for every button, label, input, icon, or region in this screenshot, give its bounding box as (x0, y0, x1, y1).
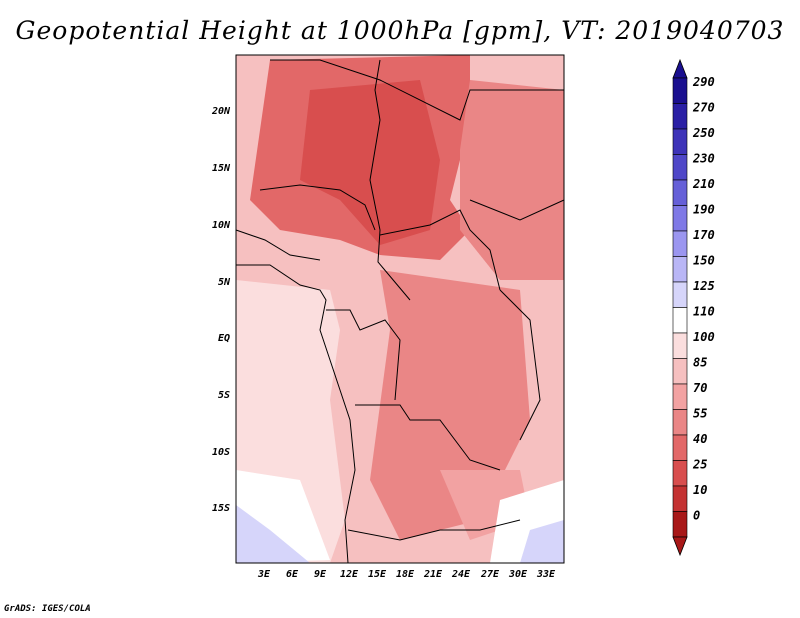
lon-label: 6E (286, 569, 299, 580)
lat-label: EQ (218, 333, 230, 344)
latitude-axis: 20N 15N 10N 5N EQ 5S 10S 15S (211, 106, 231, 514)
colorbar-label: 25 (692, 458, 707, 472)
colorbar-bottom-arrow (672, 536, 688, 557)
chart-title: Geopotential Height at 1000hPa [gpm], VT… (15, 16, 785, 45)
colorbar-swatch (672, 485, 688, 512)
colorbar-swatch (672, 383, 688, 410)
colorbar-swatch (672, 434, 688, 461)
map-frame (235, 54, 565, 564)
lat-label: 15S (212, 503, 230, 514)
colorbar: 2902702502302101901701501251101008570554… (672, 58, 715, 557)
lat-label: 10N (212, 220, 231, 231)
lon-label: 30E (508, 569, 528, 580)
colorbar-swatch (672, 128, 688, 155)
lon-label: 33E (536, 569, 556, 580)
height-field (236, 55, 564, 563)
colorbar-swatch (672, 511, 688, 538)
colorbar-swatch (672, 205, 688, 232)
colorbar-label: 40 (693, 432, 707, 446)
colorbar-swatch (672, 409, 688, 436)
colorbar-label: 70 (693, 381, 707, 395)
colorbar-swatch (672, 332, 688, 359)
lon-label: 9E (314, 569, 327, 580)
colorbar-label: 0 (693, 509, 700, 523)
colorbar-swatch (672, 281, 688, 308)
lon-label: 21E (423, 569, 443, 580)
lat-label: 10S (212, 447, 230, 458)
lon-label: 27E (480, 569, 500, 580)
colorbar-label: 10 (693, 483, 707, 497)
lat-label: 15N (212, 163, 231, 174)
colorbar-label: 270 (692, 101, 715, 115)
lat-label: 5S (218, 390, 230, 401)
colorbar-label: 100 (693, 330, 715, 344)
colorbar-swatch (672, 256, 688, 283)
lat-label: 5N (218, 277, 231, 288)
lat-label: 20N (211, 106, 231, 117)
colorbar-swatch (672, 154, 688, 181)
colorbar-swatch (672, 103, 688, 130)
credit-text: GrADS: IGES/COLA (4, 604, 91, 614)
colorbar-label: 230 (692, 152, 715, 166)
colorbar-label: 150 (693, 254, 715, 268)
colorbar-label: 125 (693, 279, 715, 293)
colorbar-label: 170 (693, 228, 715, 242)
colorbar-label: 110 (693, 305, 715, 319)
colorbar-label: 55 (693, 407, 707, 421)
colorbar-label: 290 (692, 75, 715, 89)
colorbar-swatch (672, 358, 688, 385)
colorbar-swatch (672, 307, 688, 334)
lon-label: 24E (451, 569, 471, 580)
longitude-axis: 3E 6E 9E 12E 15E 18E 21E 24E 27E 30E 33E (257, 569, 556, 580)
colorbar-swatch (672, 77, 688, 104)
colorbar-label: 210 (692, 177, 715, 191)
colorbar-swatch (672, 460, 688, 487)
colorbar-label: 190 (693, 203, 715, 217)
country-borders (235, 59, 565, 564)
colorbar-label: 85 (693, 356, 707, 370)
lon-label: 3E (257, 569, 271, 580)
lon-label: 15E (368, 569, 387, 580)
colorbar-top-arrow (672, 58, 688, 79)
colorbar-swatch (672, 230, 688, 257)
lon-label: 18E (396, 569, 415, 580)
colorbar-label: 250 (692, 126, 715, 140)
lon-label: 12E (340, 569, 359, 580)
colorbar-swatch (672, 179, 688, 206)
